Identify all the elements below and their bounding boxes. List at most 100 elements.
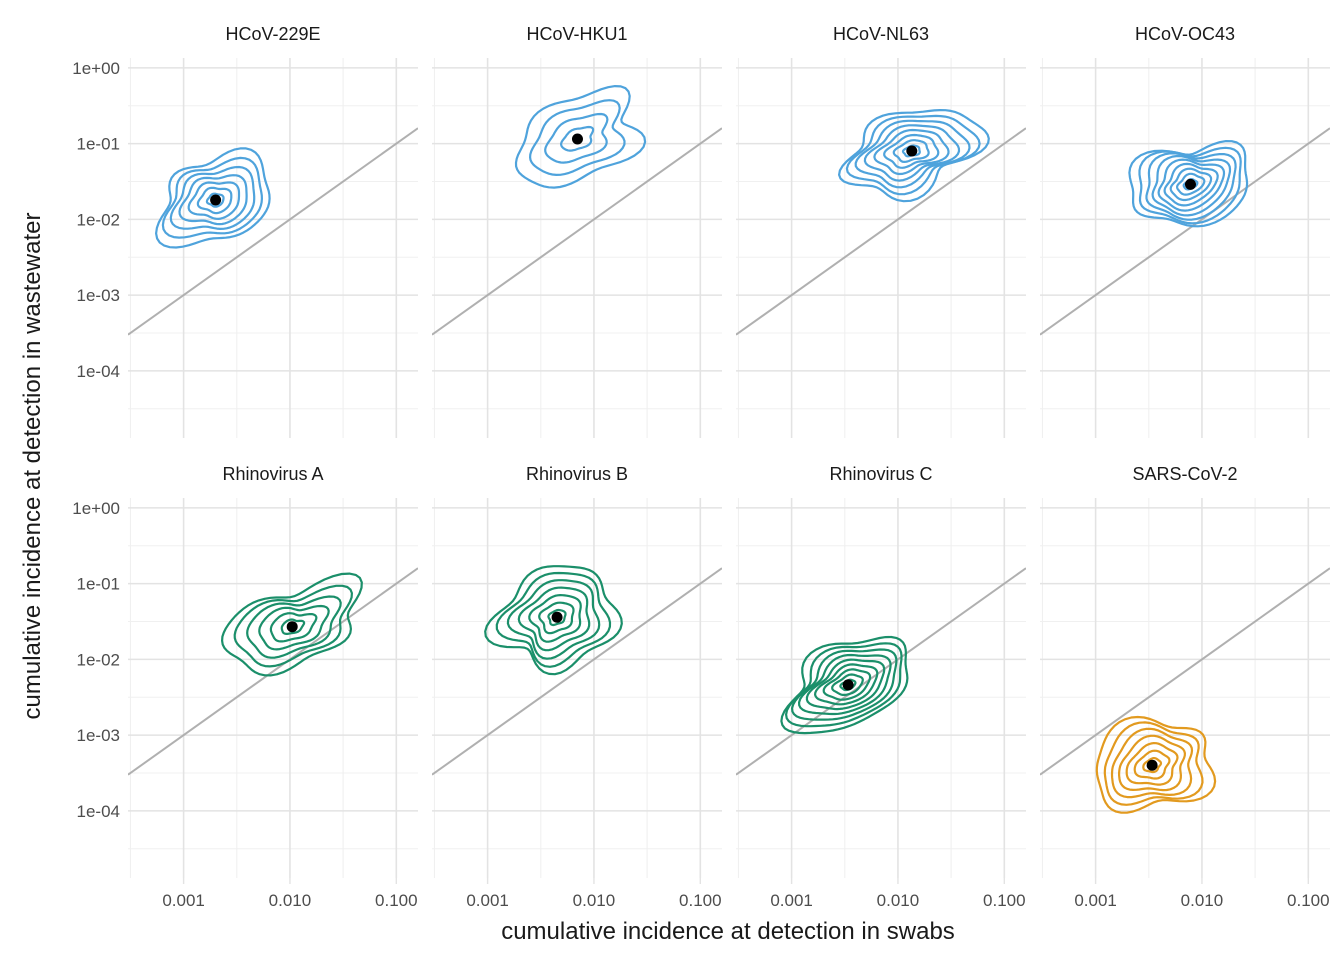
reference-line	[736, 127, 1026, 336]
density-contour	[831, 673, 864, 696]
density-contour	[901, 144, 921, 158]
x-tick-label: 0.010	[269, 891, 312, 910]
panel-title: HCoV-OC43	[1135, 24, 1235, 44]
density-contour	[178, 174, 248, 226]
y-tick-label: 1e-03	[77, 726, 120, 745]
density-contour	[506, 579, 601, 660]
panel-sars-cov-2: SARS-CoV-2	[1040, 464, 1330, 878]
density-contour	[1103, 721, 1204, 806]
panel-hcov-229e: HCoV-229E	[128, 24, 418, 438]
density-contour	[529, 99, 626, 176]
density-contour	[814, 663, 879, 706]
x-tick-label: 0.100	[375, 891, 418, 910]
density-contour	[161, 156, 263, 239]
median-point	[842, 679, 854, 691]
density-contour	[221, 572, 363, 677]
panel-title: Rhinovirus C	[829, 464, 932, 484]
reference-line	[1040, 127, 1330, 336]
panel-title: Rhinovirus A	[222, 464, 323, 484]
density-contour	[1128, 140, 1249, 228]
panel-hcov-hku1: HCoV-HKU1	[432, 24, 722, 438]
density-contour	[892, 139, 930, 163]
density-contour	[854, 119, 971, 189]
density-contour	[205, 192, 225, 208]
y-tick-label: 1e+00	[72, 499, 120, 518]
density-contour	[1142, 757, 1163, 774]
density-contour	[1151, 154, 1232, 217]
y-tick-label: 1e-02	[77, 650, 120, 669]
density-contour	[547, 608, 567, 627]
density-contour	[791, 648, 898, 721]
density-contour	[785, 642, 903, 728]
panel-hcov-oc43: HCoV-OC43	[1040, 24, 1330, 438]
density-contour	[1110, 727, 1194, 799]
panel-title: HCoV-NL63	[833, 24, 929, 44]
panel-rhinovirus-c: Rhinovirus C	[736, 464, 1026, 878]
density-contour	[169, 165, 256, 230]
density-contour	[1095, 715, 1217, 814]
x-tick-label: 0.010	[573, 891, 616, 910]
x-tick-label: 0.100	[679, 891, 722, 910]
density-contour	[1138, 146, 1242, 225]
reference-line	[128, 567, 418, 776]
density-contour	[1176, 172, 1206, 196]
density-contour	[1169, 167, 1213, 202]
density-contour	[514, 85, 647, 189]
density-contour	[883, 133, 940, 169]
density-contour	[258, 604, 330, 651]
x-tick-label: 0.100	[983, 891, 1026, 910]
x-tick-label: 0.001	[1074, 891, 1117, 910]
y-axis-title: cumulative incidence at detection in was…	[19, 213, 46, 720]
density-contour	[495, 571, 612, 668]
y-tick-label: 1e-03	[77, 286, 120, 305]
density-contour	[780, 635, 909, 735]
panel-title: HCoV-229E	[225, 24, 320, 44]
median-point	[551, 611, 563, 623]
median-point	[906, 145, 918, 157]
density-contour	[280, 618, 306, 635]
x-tick-label: 0.010	[1181, 891, 1224, 910]
panel-hcov-nl63: HCoV-NL63	[736, 24, 1026, 438]
x-tick-label: 0.010	[877, 891, 920, 910]
density-contour	[1163, 162, 1219, 207]
panel-title: SARS-CoV-2	[1132, 464, 1237, 484]
density-contour	[269, 612, 318, 643]
panel-title: HCoV-HKU1	[526, 24, 627, 44]
density-contour	[798, 653, 892, 716]
density-contour	[838, 109, 990, 203]
y-tick-label: 1e-01	[77, 575, 120, 594]
y-tick-label: 1e-02	[77, 210, 120, 229]
density-contour	[1118, 734, 1186, 792]
panel-title: Rhinovirus B	[526, 464, 628, 484]
median-point	[1184, 178, 1196, 190]
x-axis-title: cumulative incidence at detection in swa…	[501, 918, 955, 945]
median-point	[1146, 759, 1158, 771]
reference-line	[736, 567, 1026, 776]
density-contour	[1145, 152, 1237, 221]
density-contour	[246, 595, 342, 659]
x-tick-label: 0.001	[770, 891, 813, 910]
density-contour	[484, 565, 623, 676]
y-tick-label: 1e+00	[72, 59, 120, 78]
density-contour	[822, 668, 872, 701]
y-tick-label: 1e-01	[77, 135, 120, 154]
y-tick-label: 1e-04	[77, 802, 120, 821]
density-contour	[538, 601, 575, 635]
reference-line	[432, 567, 722, 776]
x-axis-labels: 0.001 0.010 0.100 0.001 0.010 0.100 0.001 0.010…	[162, 878, 1330, 910]
density-contour	[155, 147, 271, 249]
y-axis-labels: 1e+00 1e-01 1e-02 1e-03 1e-04 1e+00 1e-01 1e-02…	[72, 59, 120, 821]
x-tick-label: 0.001	[162, 891, 205, 910]
reference-line	[432, 127, 722, 336]
density-contour	[517, 586, 591, 652]
density-contour	[1133, 749, 1171, 780]
density-contour	[233, 584, 353, 668]
median-point	[286, 621, 298, 633]
panels: HCoV-229E HCoV-HKU1 HCoV-NL63 HCoV-OC43 Rhin…	[128, 24, 1330, 878]
density-contour	[528, 594, 582, 643]
y-tick-label: 1e-04	[77, 362, 120, 381]
panel-rhinovirus-a: Rhinovirus A	[128, 464, 418, 878]
density-contour	[1157, 158, 1226, 212]
density-contour	[544, 112, 609, 164]
